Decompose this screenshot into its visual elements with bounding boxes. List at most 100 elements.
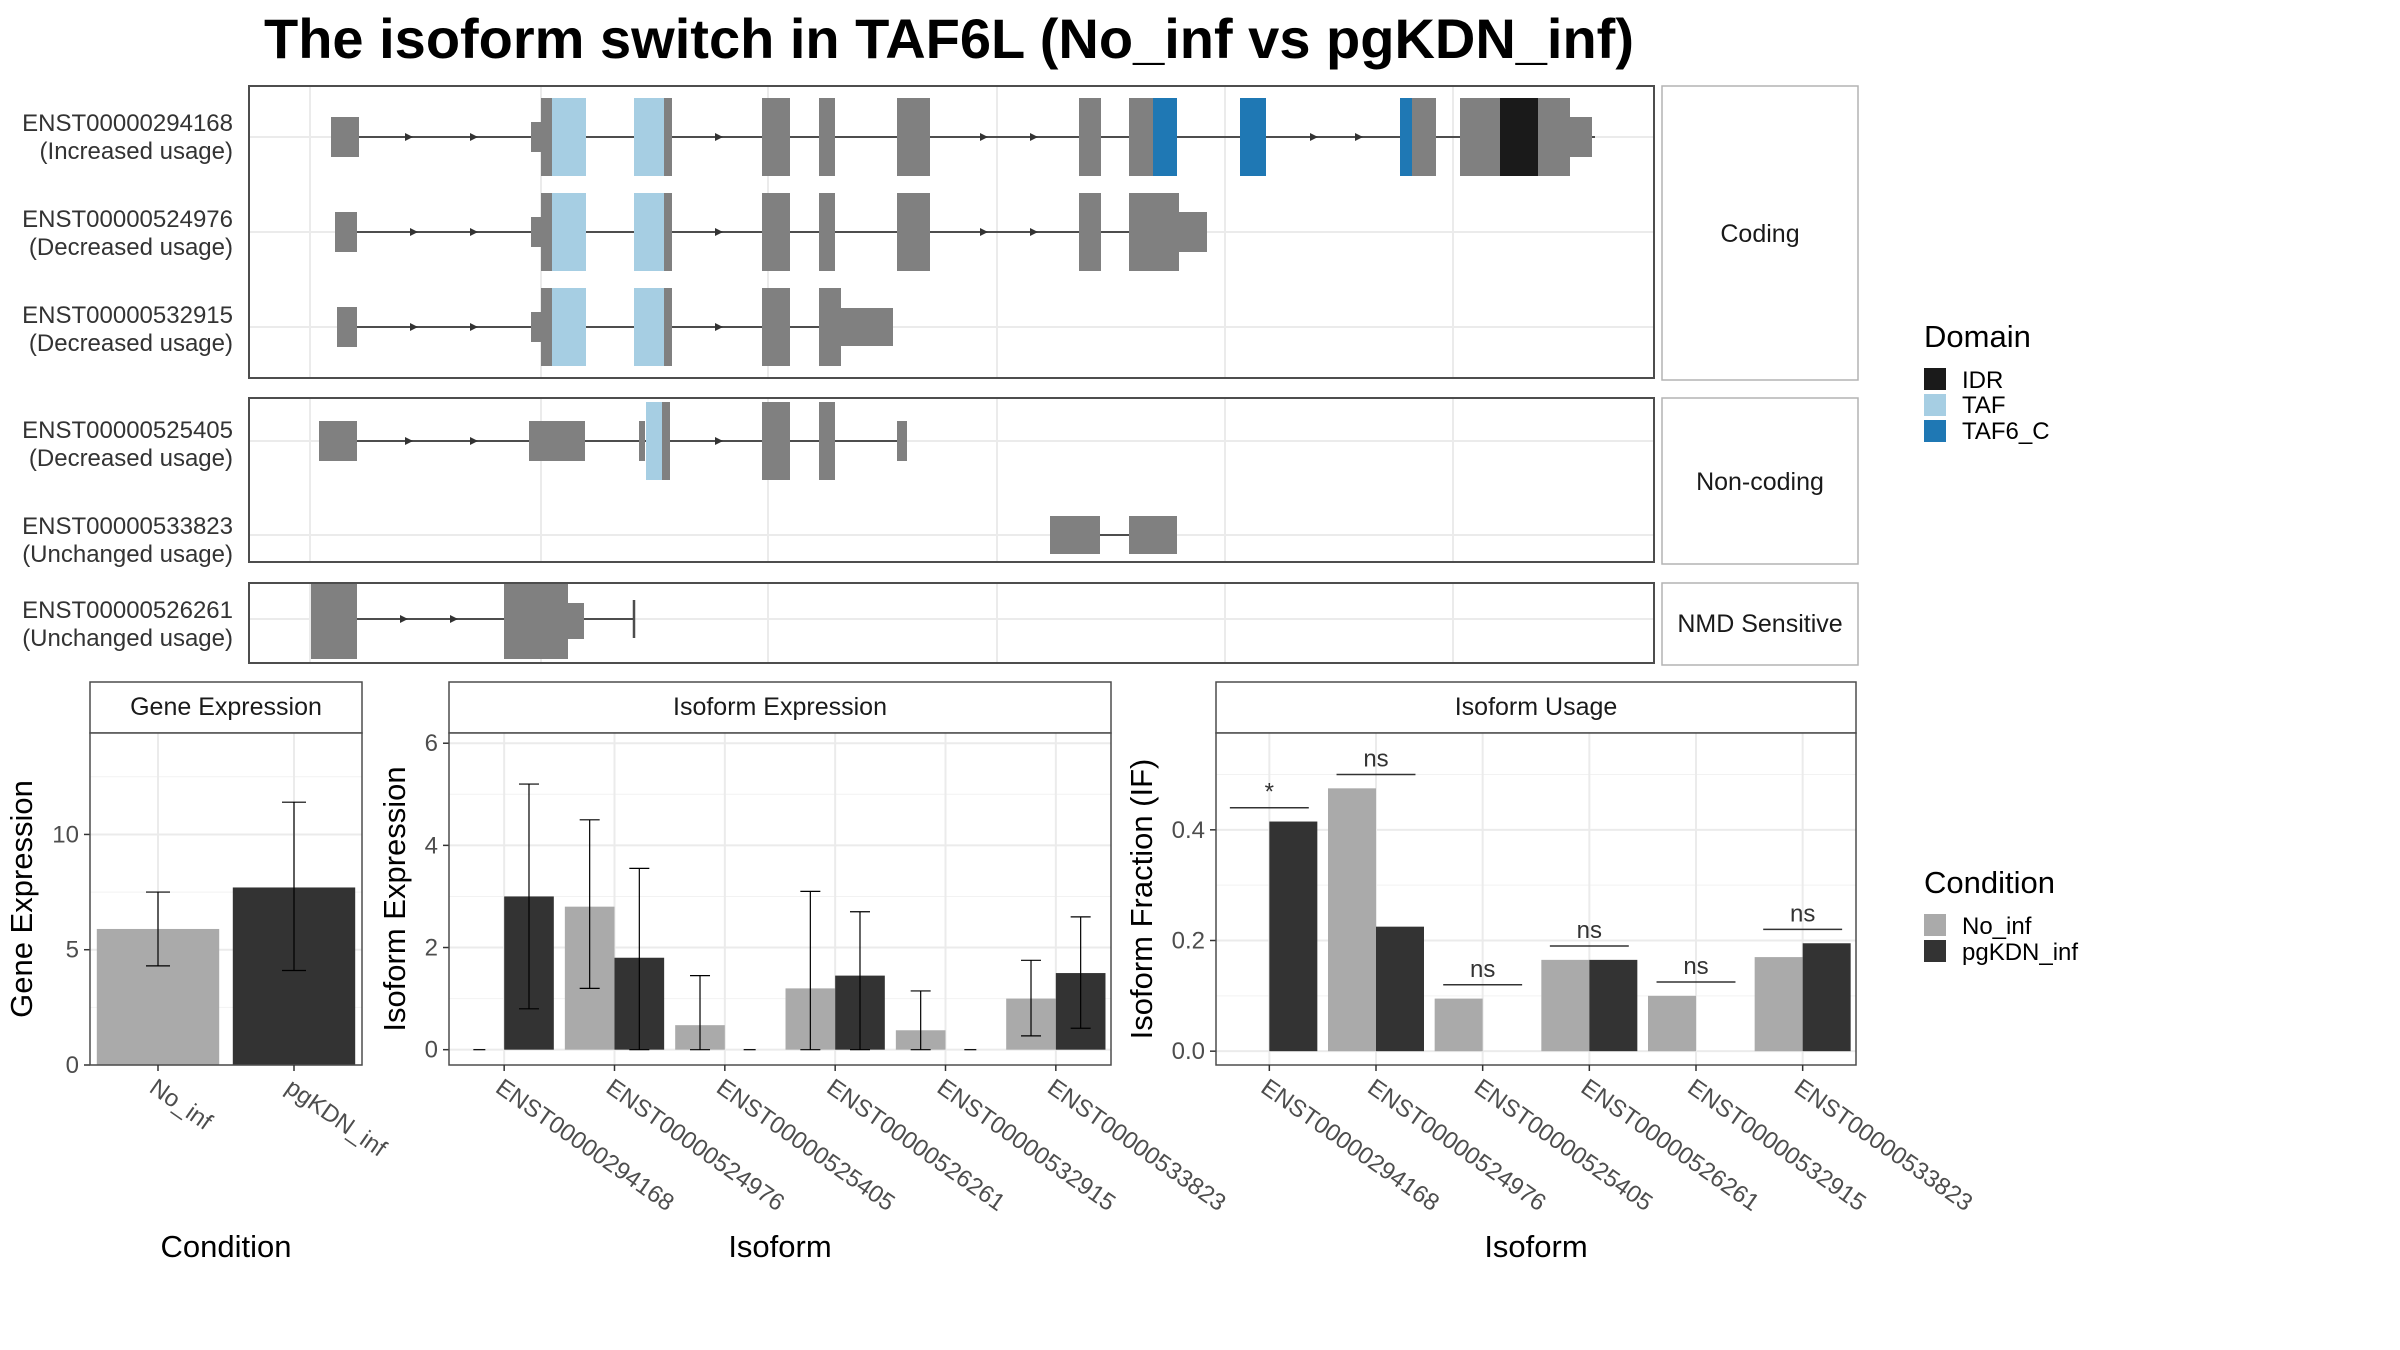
exon	[762, 98, 790, 176]
domain-taf	[552, 193, 586, 271]
structure-panel-background	[249, 583, 1654, 663]
facet-strip-nmd	[1661, 582, 1859, 666]
transcript-526261	[311, 583, 636, 659]
panel-border-coding	[248, 85, 1655, 379]
exon	[1079, 98, 1101, 176]
exon	[337, 307, 357, 347]
exon	[319, 421, 357, 461]
significance-label: *	[1265, 779, 1274, 806]
facet-strip-label-non-coding: Non-coding	[1696, 468, 1824, 496]
significance-label: ns	[1790, 900, 1815, 927]
exon	[762, 288, 790, 366]
transcript-533823	[1050, 516, 1177, 554]
bar	[1802, 943, 1851, 1052]
exon	[1050, 516, 1100, 554]
facet-strip-label-coding: Coding	[1720, 220, 1799, 248]
structure-facet-strips: Coding Non-coding NMD Sensitive	[1661, 85, 1859, 666]
bar	[1269, 821, 1318, 1052]
exon	[311, 583, 357, 659]
exon	[662, 402, 670, 480]
bar	[1328, 788, 1376, 1052]
exon	[1129, 193, 1179, 271]
exon	[897, 193, 930, 271]
transcript-label-id: ENST00000532915	[22, 302, 233, 329]
legend-swatch-pgkdn-inf	[1924, 940, 1946, 962]
domain-taf6-c	[1400, 98, 1412, 176]
transcript-label-usage: (Unchanged usage)	[22, 541, 233, 568]
utr-exon	[897, 421, 907, 461]
transcript-label-id: ENST00000294168	[22, 110, 233, 137]
legend-domain-title: Domain	[1924, 319, 2031, 354]
transcript-label-usage: (Decreased usage)	[29, 234, 233, 261]
exon	[541, 288, 552, 366]
intron-arrows	[410, 323, 723, 331]
strip-label: Isoform Expression	[673, 693, 887, 721]
bar	[1648, 995, 1696, 1052]
strip-label: Gene Expression	[130, 693, 322, 721]
legend-label-taf: TAF	[1962, 392, 2006, 419]
exon	[762, 193, 790, 271]
x-axis-title: Isoform	[728, 1229, 831, 1264]
exon	[1129, 516, 1177, 554]
exon	[664, 98, 672, 176]
strip-background	[1215, 681, 1857, 734]
legend-swatch-taf6-c	[1924, 420, 1946, 442]
bar	[1589, 959, 1638, 1052]
exon	[664, 288, 672, 366]
exon	[819, 98, 835, 176]
bar	[1541, 959, 1590, 1052]
exon	[897, 98, 930, 176]
legend-swatch-idr	[1924, 368, 1946, 390]
transcript-294168	[331, 98, 1595, 176]
y-tick-label: 6	[425, 730, 438, 757]
domain-taf	[634, 98, 664, 176]
exon	[819, 288, 841, 366]
facet-strip-non-coding	[1661, 397, 1859, 565]
exon	[664, 193, 672, 271]
y-axis-title: Gene Expression	[4, 780, 39, 1018]
legend-label-no-inf: No_inf	[1962, 913, 2032, 940]
transcript-label-id: ENST00000526261	[22, 597, 233, 624]
domain-taf	[634, 193, 664, 271]
y-axis-title: Isoform Expression	[377, 766, 412, 1031]
exon	[529, 421, 585, 461]
y-tick-label: 0	[425, 1037, 438, 1064]
exon	[819, 402, 835, 480]
utr-exon	[531, 122, 541, 152]
transcript-structure-panel: ENST00000294168 (Increased usage) ENST00…	[22, 85, 1859, 666]
panel-border	[1215, 732, 1857, 1066]
exon	[819, 193, 835, 271]
transcript-label-id: ENST00000533823	[22, 513, 233, 540]
significance-label: ns	[1683, 953, 1708, 980]
y-tick-label: 0.2	[1172, 928, 1205, 955]
transcript-label-usage: (Decreased usage)	[29, 445, 233, 472]
exon	[1079, 193, 1101, 271]
transcript-label-usage: (Decreased usage)	[29, 330, 233, 357]
bar	[1754, 957, 1803, 1052]
y-tick-label: 0	[66, 1052, 79, 1079]
exon	[1129, 98, 1153, 176]
panel-border	[89, 732, 363, 1066]
transcript-label-usage: (Unchanged usage)	[22, 625, 233, 652]
y-tick-label: 0.4	[1172, 817, 1205, 844]
transcript-label-id: ENST00000525405	[22, 417, 233, 444]
x-axis-title: Isoform	[1484, 1229, 1587, 1264]
panel-border-nmd	[248, 582, 1655, 664]
exon	[504, 583, 568, 659]
legend-condition-title: Condition	[1924, 865, 2055, 900]
y-tick-label: 4	[425, 832, 438, 859]
x-axis-title: Condition	[161, 1229, 292, 1264]
bar	[1434, 998, 1483, 1052]
utr-exon	[841, 308, 893, 346]
legend-label-pgkdn-inf: pgKDN_inf	[1962, 939, 2078, 966]
domain-taf	[552, 98, 586, 176]
domain-taf	[634, 288, 664, 366]
transcript-labels: ENST00000294168 (Increased usage) ENST00…	[22, 110, 233, 652]
exon	[541, 193, 552, 271]
utr-exon	[531, 217, 541, 247]
strip-label: Isoform Usage	[1455, 693, 1618, 721]
exon	[1412, 98, 1436, 176]
transcript-525405	[319, 402, 907, 480]
domain-idr	[1500, 98, 1538, 176]
legend-label-taf6-c: TAF6_C	[1962, 418, 2050, 445]
